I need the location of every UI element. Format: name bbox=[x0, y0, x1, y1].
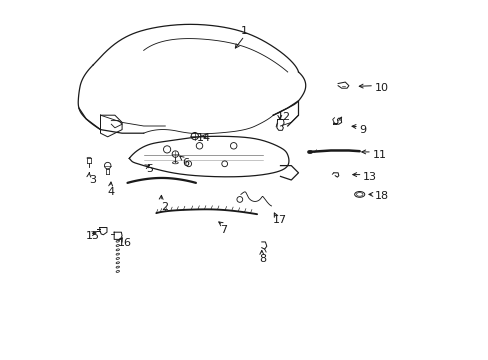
Text: 13: 13 bbox=[363, 172, 377, 182]
Text: 12: 12 bbox=[276, 112, 290, 122]
Text: 3: 3 bbox=[89, 175, 96, 185]
Text: 7: 7 bbox=[220, 225, 227, 235]
Text: 9: 9 bbox=[359, 125, 366, 135]
Text: 18: 18 bbox=[374, 191, 388, 201]
Text: 6: 6 bbox=[182, 158, 189, 168]
Text: 8: 8 bbox=[258, 254, 265, 264]
Text: 14: 14 bbox=[197, 132, 211, 143]
Text: 11: 11 bbox=[372, 150, 386, 160]
Text: 17: 17 bbox=[273, 215, 287, 225]
Text: 10: 10 bbox=[374, 83, 388, 93]
Text: 2: 2 bbox=[161, 202, 168, 212]
Text: 4: 4 bbox=[107, 186, 115, 197]
Text: 5: 5 bbox=[146, 164, 153, 174]
Text: 15: 15 bbox=[85, 231, 99, 241]
Text: 16: 16 bbox=[118, 238, 131, 248]
Text: 1: 1 bbox=[241, 26, 247, 36]
